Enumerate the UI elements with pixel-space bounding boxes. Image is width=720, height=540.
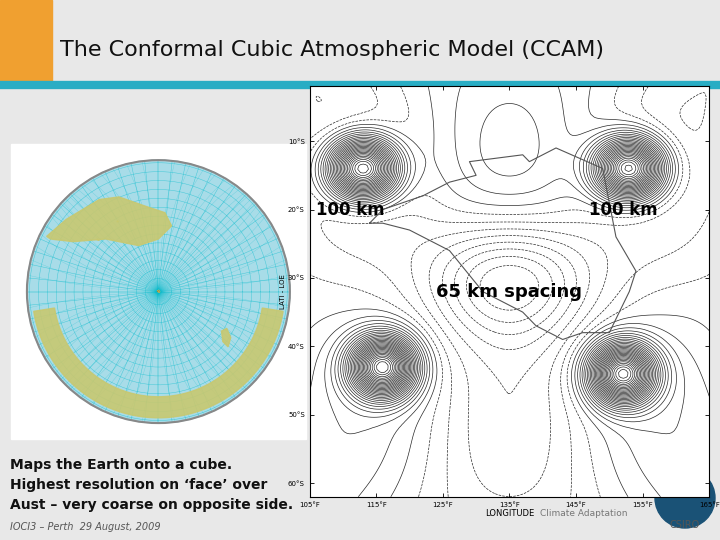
X-axis label: LONGITUDE: LONGITUDE [485,509,534,518]
Polygon shape [117,221,118,222]
Polygon shape [222,328,230,347]
Text: Maps the Earth onto a cube.: Maps the Earth onto a cube. [10,458,232,472]
Text: National Research: National Research [545,469,627,478]
Text: Climate Adaptation: Climate Adaptation [540,509,628,518]
Polygon shape [34,308,283,418]
Text: Aust – very coarse on opposite side.: Aust – very coarse on opposite side. [10,498,293,512]
Text: FLAGSHIPS: FLAGSHIPS [540,483,636,498]
Polygon shape [157,291,160,292]
Circle shape [655,468,715,528]
Text: IOCI3 – Perth  29 August, 2009: IOCI3 – Perth 29 August, 2009 [10,522,161,532]
Text: 65 km spacing: 65 km spacing [436,282,582,301]
Text: Highest resolution on ‘face’ over: Highest resolution on ‘face’ over [10,478,267,492]
Bar [0,0,52,85]
Text: CSIRO: CSIRO [672,485,698,495]
Polygon shape [97,239,99,240]
Polygon shape [47,197,171,246]
Text: The Conformal Cubic Atmospheric Model (CCAM): The Conformal Cubic Atmospheric Model (C… [60,40,604,60]
Text: 100 km: 100 km [316,200,385,219]
Text: 100 km: 100 km [589,200,658,219]
Circle shape [27,160,290,423]
Y-axis label: LATI - LOE: LATI - LOE [281,274,287,309]
Text: CSIRO: CSIRO [670,520,700,530]
